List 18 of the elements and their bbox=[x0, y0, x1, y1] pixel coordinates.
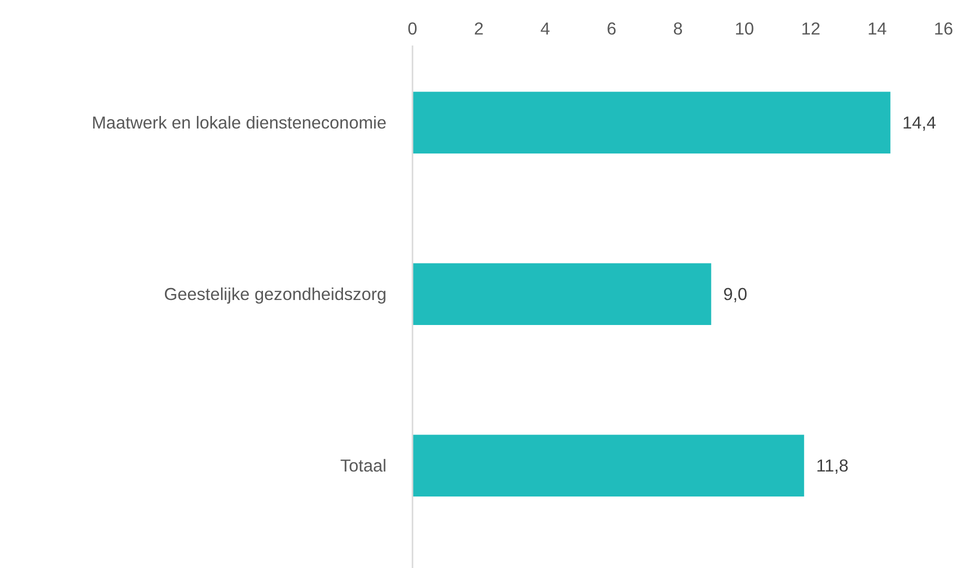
bar bbox=[412, 434, 804, 496]
data-label: 9,0 bbox=[723, 284, 748, 304]
x-tick-label: 12 bbox=[801, 18, 820, 38]
x-tick-label: 6 bbox=[606, 18, 616, 38]
x-tick-label: 0 bbox=[408, 18, 418, 38]
bar bbox=[412, 263, 712, 326]
data-label: 14,4 bbox=[902, 112, 936, 133]
x-tick-label: 2 bbox=[474, 18, 484, 38]
bar bbox=[412, 92, 890, 154]
y-tick-label: Maatwerk en lokale diensteneconomie bbox=[92, 112, 386, 133]
x-tick-label: 4 bbox=[540, 18, 550, 38]
x-tick-label: 16 bbox=[934, 18, 954, 38]
y-tick-label: Totaal bbox=[340, 456, 387, 476]
x-tick-label: 14 bbox=[867, 18, 888, 38]
x-tick-label: 10 bbox=[734, 18, 754, 38]
data-label: 11,8 bbox=[816, 456, 849, 476]
y-tick-label: Geestelijke gezondheidszorg bbox=[164, 284, 387, 304]
x-tick-label: 8 bbox=[673, 18, 683, 38]
